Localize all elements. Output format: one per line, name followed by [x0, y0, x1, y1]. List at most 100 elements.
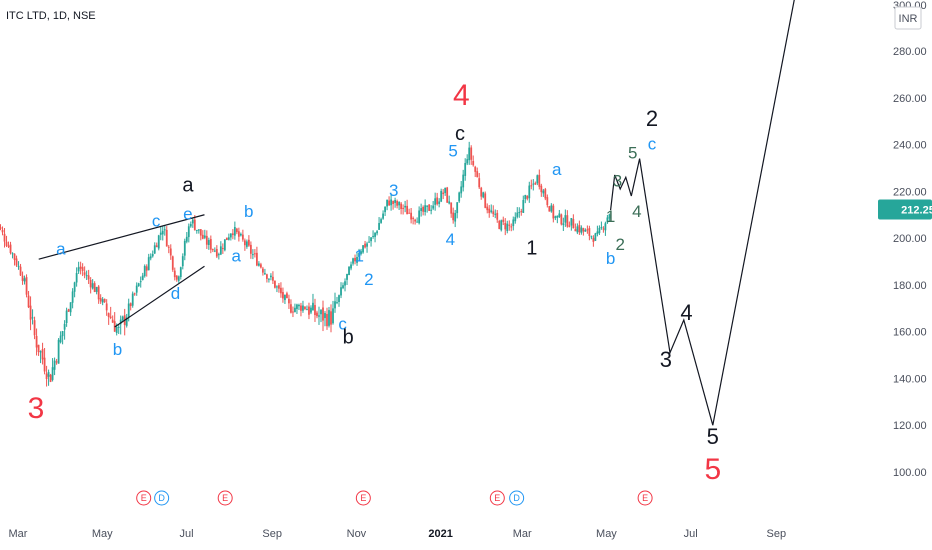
candle-body: [542, 190, 545, 194]
candle-body: [109, 316, 112, 319]
candle-body: [310, 307, 312, 313]
projection-path[interactable]: [610, 0, 795, 426]
candle-body: [500, 220, 503, 231]
candle-body: [512, 219, 515, 227]
trendline[interactable]: [114, 265, 205, 328]
candle-body: [320, 310, 322, 315]
candle-body: [580, 227, 583, 233]
candle-body: [51, 367, 54, 380]
candle-body: [506, 223, 509, 232]
candle-body: [9, 244, 12, 254]
candle-body: [41, 349, 44, 360]
candle-body: [422, 206, 425, 212]
wave-label: 5: [448, 141, 457, 160]
candle-body: [101, 299, 104, 303]
earnings-marker[interactable]: E: [355, 490, 371, 506]
candle-body: [604, 223, 607, 231]
wave-label: a: [56, 240, 66, 259]
candle-body: [221, 247, 224, 249]
wave-label: b: [244, 202, 253, 221]
candle-body: [81, 267, 84, 271]
price-axis[interactable]: 300.00 INR 280.00260.00240.00220.00200.0…: [878, 0, 932, 479]
candle-body: [454, 212, 457, 222]
time-axis[interactable]: Mar May Jul Sep Nov 2021 Mar May Jul Sep: [9, 528, 787, 540]
candle-body: [600, 226, 603, 228]
svg-text:E: E: [642, 493, 648, 503]
candle-body: [219, 246, 222, 255]
candle-body: [205, 235, 208, 245]
candle-body: [348, 266, 350, 276]
candle-body: [402, 207, 405, 209]
wave-label: 3: [389, 181, 398, 200]
candle-body: [354, 257, 356, 262]
candle-body: [396, 200, 398, 206]
candle-body: [290, 304, 292, 313]
candle-body: [470, 147, 473, 160]
candle-body: [590, 236, 593, 238]
earnings-marker[interactable]: E: [217, 490, 233, 506]
candle-body: [121, 316, 124, 321]
earnings-marker[interactable]: E: [136, 490, 152, 506]
candle-body: [572, 219, 575, 229]
candle-body: [482, 192, 485, 198]
trendline[interactable]: [38, 214, 205, 260]
wave-label: 5: [707, 424, 719, 449]
candle-body: [514, 217, 517, 222]
candle-body: [434, 198, 437, 205]
candle-body: [486, 206, 489, 211]
candle-body: [278, 285, 280, 289]
candle-body: [302, 305, 304, 311]
candle-body: [386, 199, 388, 207]
trendlines: [38, 214, 205, 328]
candle-body: [155, 245, 158, 248]
candle-body: [89, 279, 92, 288]
candle-body: [181, 256, 184, 267]
candle-body: [480, 187, 483, 197]
candle-body: [235, 228, 238, 233]
candle-body: [209, 239, 212, 250]
currency-box[interactable]: [894, 6, 922, 30]
dividend-marker[interactable]: D: [509, 490, 525, 506]
candle-body: [131, 293, 134, 306]
svg-text:D: D: [513, 493, 520, 503]
candle-body: [390, 199, 392, 206]
candle-body: [504, 222, 507, 230]
candle-body: [432, 205, 435, 209]
candle-body: [558, 213, 561, 217]
dividend-marker[interactable]: D: [154, 490, 170, 506]
y-tick-label: 240.00: [893, 140, 927, 152]
earnings-marker[interactable]: E: [637, 490, 653, 506]
candle-body: [564, 215, 567, 223]
candle-body: [510, 226, 513, 228]
candle-body: [225, 237, 228, 240]
candle-body: [406, 205, 409, 215]
candle-body: [540, 185, 543, 193]
wave-label: c: [455, 123, 465, 145]
x-tick-label: Jul: [179, 528, 193, 540]
candle-body: [191, 219, 194, 224]
candle-body: [376, 231, 378, 234]
candle-body: [384, 206, 386, 213]
candle-body: [133, 293, 136, 295]
candle-body: [25, 277, 28, 295]
candle-body: [257, 263, 260, 266]
candle-body: [498, 220, 501, 229]
svg-text:E: E: [494, 493, 500, 503]
candle-body: [85, 275, 88, 277]
x-tick-label: Sep: [767, 528, 787, 540]
candle-body: [93, 283, 96, 292]
earnings-marker[interactable]: E: [489, 490, 505, 506]
candle-body: [478, 178, 481, 188]
candle-body: [378, 223, 380, 230]
candle-body: [159, 232, 162, 235]
candle-body: [560, 214, 563, 225]
candle-body: [215, 248, 218, 257]
wave-label: 4: [453, 79, 470, 112]
candle-body: [199, 229, 202, 236]
candle-body: [584, 229, 587, 232]
candle-body: [55, 361, 58, 363]
candle-body: [556, 215, 559, 218]
candle-body: [139, 281, 142, 283]
candle-body: [308, 306, 310, 315]
